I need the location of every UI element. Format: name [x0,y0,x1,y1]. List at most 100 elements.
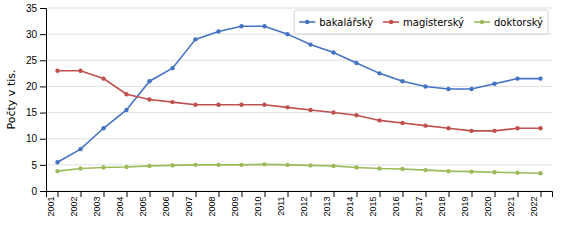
point [538,171,542,175]
point [78,69,82,73]
point [354,113,358,117]
point [492,129,496,133]
x-tick: 2006 [161,191,173,216]
point [124,92,128,96]
x-tick: 2020 [483,191,495,216]
legend-label: magisterský [403,17,464,28]
point [170,163,174,167]
y-tick-label: 10 [26,133,38,144]
y-tick-label: 0 [31,186,37,197]
x-tick-mark [541,191,542,197]
x-tick: 2022 [529,191,541,216]
point [193,103,197,107]
x-tick-mark [334,191,335,197]
y-tick-label: 25 [26,55,38,66]
plot: 0510152025303520012002200320042005200620… [26,3,553,217]
point [538,76,542,80]
point [377,166,381,170]
x-tick-mark [311,191,312,197]
point [400,79,404,83]
x-tick-label: 2015 [368,196,378,216]
point [55,160,59,164]
x-tick: 2008 [207,191,219,216]
point [423,168,427,172]
point [193,163,197,167]
x-tick-mark [449,191,450,197]
x-tick-mark [173,191,174,197]
x-tick-label: 2011 [276,196,286,215]
x-tick-mark [472,191,473,197]
x-axis-line [47,192,553,198]
x-tick: 2005 [138,191,150,216]
x-tick-mark [403,191,404,197]
x-tick: 2002 [69,191,81,216]
point [492,170,496,174]
point [147,97,151,101]
x-axis: 2001 2002 2003 2004 2005 2006 2007 2008 2009 2010… [46,191,553,216]
grid-line [46,138,552,139]
point [78,166,82,170]
point [354,165,358,169]
point [469,169,473,173]
point [216,103,220,107]
x-tick: 2018 [437,191,449,216]
x-tick-mark [242,191,243,197]
x-tick-label: 2003 [92,196,102,216]
y-tick: 25 [26,55,46,66]
legend-item: bakalářský [299,17,373,28]
y-tick-mark [40,139,46,140]
point [147,79,151,83]
legend-marker [480,20,484,24]
point [285,105,289,109]
y-tick-label: 35 [26,3,38,14]
grid-line [46,8,552,9]
point [55,69,59,73]
y-tick-mark [40,8,46,9]
series [55,69,542,134]
legend: bakalářský magisterský doktorský [294,10,548,34]
legend-frame [294,10,548,34]
point [538,126,542,130]
point [101,165,105,169]
y-tick-mark [40,165,46,166]
point [515,76,519,80]
point [193,37,197,41]
point [216,29,220,33]
point [423,123,427,127]
x-tick: 2014 [345,191,357,216]
x-tick-label: 2010 [253,196,263,216]
point [285,163,289,167]
legend-marker [389,20,393,24]
series [55,24,542,164]
grid-line [46,86,552,87]
y-axis: 05101520253035 [26,3,47,197]
x-tick-mark [357,191,358,197]
y-tick: 15 [26,107,46,118]
x-tick-mark [518,191,519,197]
x-tick: 2007 [184,191,196,216]
x-tick-label: 2001 [46,196,56,216]
x-tick-label: 2004 [115,196,125,216]
point [331,110,335,114]
x-tick-mark [150,191,151,197]
point [78,147,82,151]
x-tick-label: 2012 [299,196,309,216]
x-tick: 2021 [506,191,518,216]
x-tick: 2009 [230,191,242,216]
point [147,164,151,168]
x-tick-mark [104,191,105,197]
point [446,126,450,130]
point [170,66,174,70]
x-tick: 2001 [46,191,58,216]
series [55,162,542,175]
y-tick-label: 20 [26,81,38,92]
y-axis-line [40,9,47,192]
point [285,32,289,36]
x-tick-label: 2021 [506,196,516,216]
point [308,108,312,112]
y-tick-label: 15 [26,107,38,118]
legend-item: magisterský [383,17,464,28]
point [170,100,174,104]
point [354,61,358,65]
legend-item: doktorský [474,17,543,28]
